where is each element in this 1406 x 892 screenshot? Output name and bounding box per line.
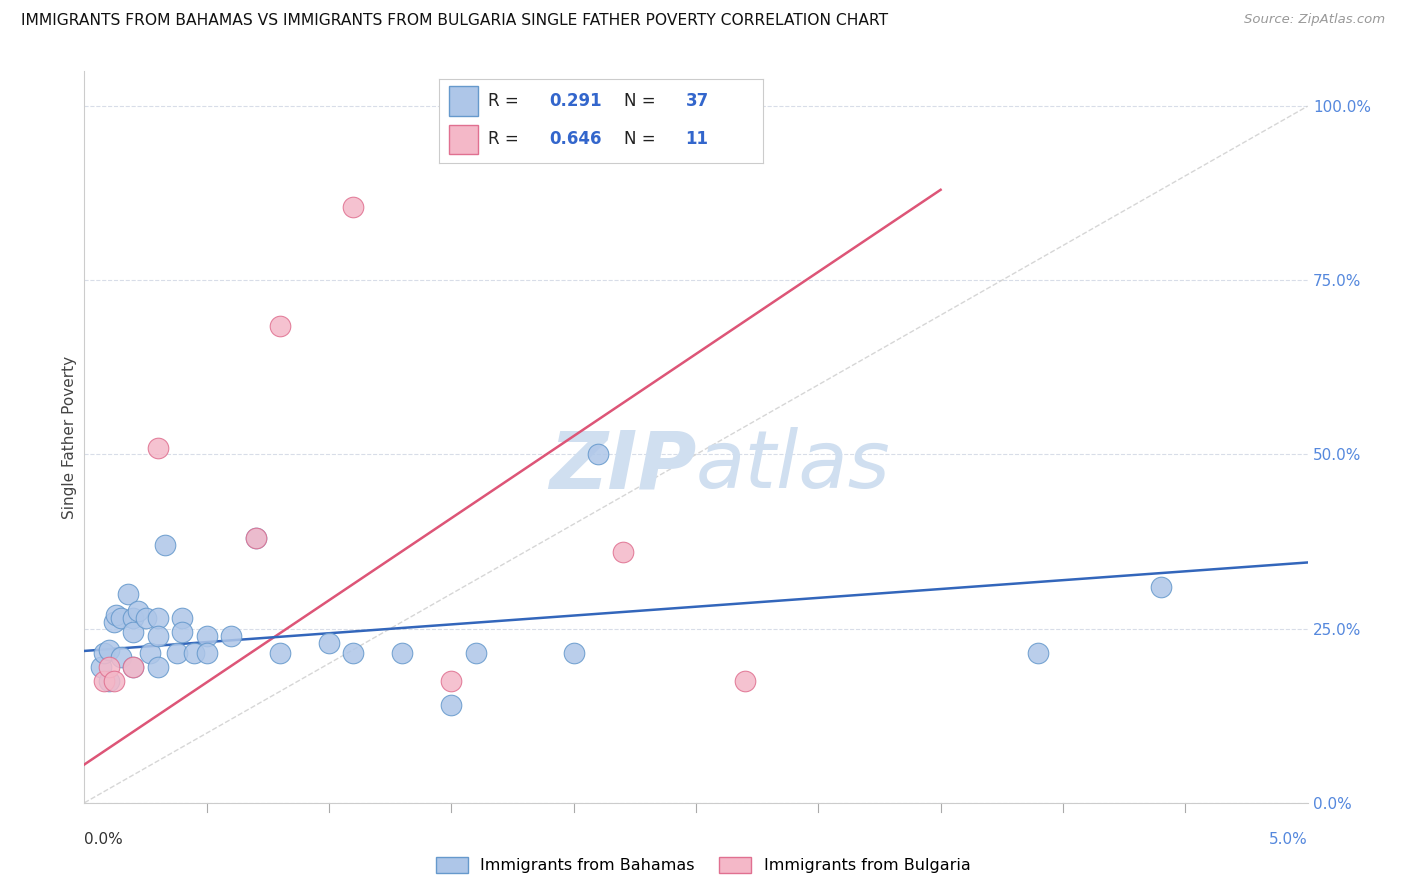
Text: IMMIGRANTS FROM BAHAMAS VS IMMIGRANTS FROM BULGARIA SINGLE FATHER POVERTY CORREL: IMMIGRANTS FROM BAHAMAS VS IMMIGRANTS FR… bbox=[21, 13, 889, 29]
Point bbox=[342, 200, 364, 214]
Point bbox=[122, 660, 145, 674]
Point bbox=[166, 646, 188, 660]
Point bbox=[146, 611, 169, 625]
Point bbox=[127, 604, 149, 618]
Point bbox=[183, 646, 205, 660]
Point bbox=[122, 660, 145, 674]
Point bbox=[103, 615, 125, 629]
Y-axis label: Single Father Poverty: Single Father Poverty bbox=[62, 356, 77, 518]
Point bbox=[146, 629, 169, 643]
Legend: Immigrants from Bahamas, Immigrants from Bulgaria: Immigrants from Bahamas, Immigrants from… bbox=[429, 850, 977, 880]
Point bbox=[318, 635, 340, 649]
Point bbox=[97, 642, 120, 657]
Point bbox=[440, 673, 463, 688]
Point bbox=[269, 318, 291, 333]
Point bbox=[1150, 580, 1173, 594]
Text: atlas: atlas bbox=[696, 427, 891, 506]
Point bbox=[97, 673, 120, 688]
Point bbox=[195, 646, 218, 660]
Point bbox=[93, 646, 115, 660]
Point bbox=[117, 587, 139, 601]
Point bbox=[612, 545, 634, 559]
Text: 5.0%: 5.0% bbox=[1268, 832, 1308, 847]
Point bbox=[93, 673, 115, 688]
Point bbox=[97, 660, 120, 674]
Point bbox=[219, 629, 242, 643]
Point bbox=[146, 441, 169, 455]
Point bbox=[146, 660, 169, 674]
Point bbox=[586, 448, 609, 462]
Point bbox=[245, 531, 267, 545]
Point bbox=[153, 538, 176, 552]
Point bbox=[122, 611, 145, 625]
Point bbox=[172, 625, 194, 640]
Point bbox=[342, 646, 364, 660]
Point bbox=[90, 660, 112, 674]
Point bbox=[562, 646, 585, 660]
Text: 0.0%: 0.0% bbox=[84, 832, 124, 847]
Point bbox=[464, 646, 486, 660]
Text: Source: ZipAtlas.com: Source: ZipAtlas.com bbox=[1244, 13, 1385, 27]
Point bbox=[195, 629, 218, 643]
Point bbox=[110, 649, 132, 664]
Point bbox=[269, 646, 291, 660]
Point bbox=[135, 611, 157, 625]
Point bbox=[105, 607, 128, 622]
Point bbox=[245, 531, 267, 545]
Text: ZIP: ZIP bbox=[548, 427, 696, 506]
Point bbox=[103, 673, 125, 688]
Point bbox=[391, 646, 413, 660]
Point bbox=[139, 646, 162, 660]
Point bbox=[172, 611, 194, 625]
Point bbox=[440, 698, 463, 713]
Point bbox=[122, 625, 145, 640]
Point bbox=[734, 673, 756, 688]
Point bbox=[1028, 646, 1050, 660]
Point bbox=[110, 611, 132, 625]
